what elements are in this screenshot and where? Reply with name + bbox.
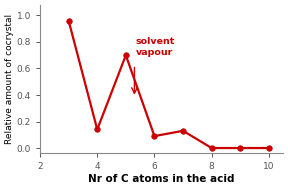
Y-axis label: Relative amount of cocrystal: Relative amount of cocrystal [5,14,14,144]
X-axis label: Nr of C atoms in the acid: Nr of C atoms in the acid [88,174,235,184]
Text: solvent
vapour: solvent vapour [136,37,175,57]
